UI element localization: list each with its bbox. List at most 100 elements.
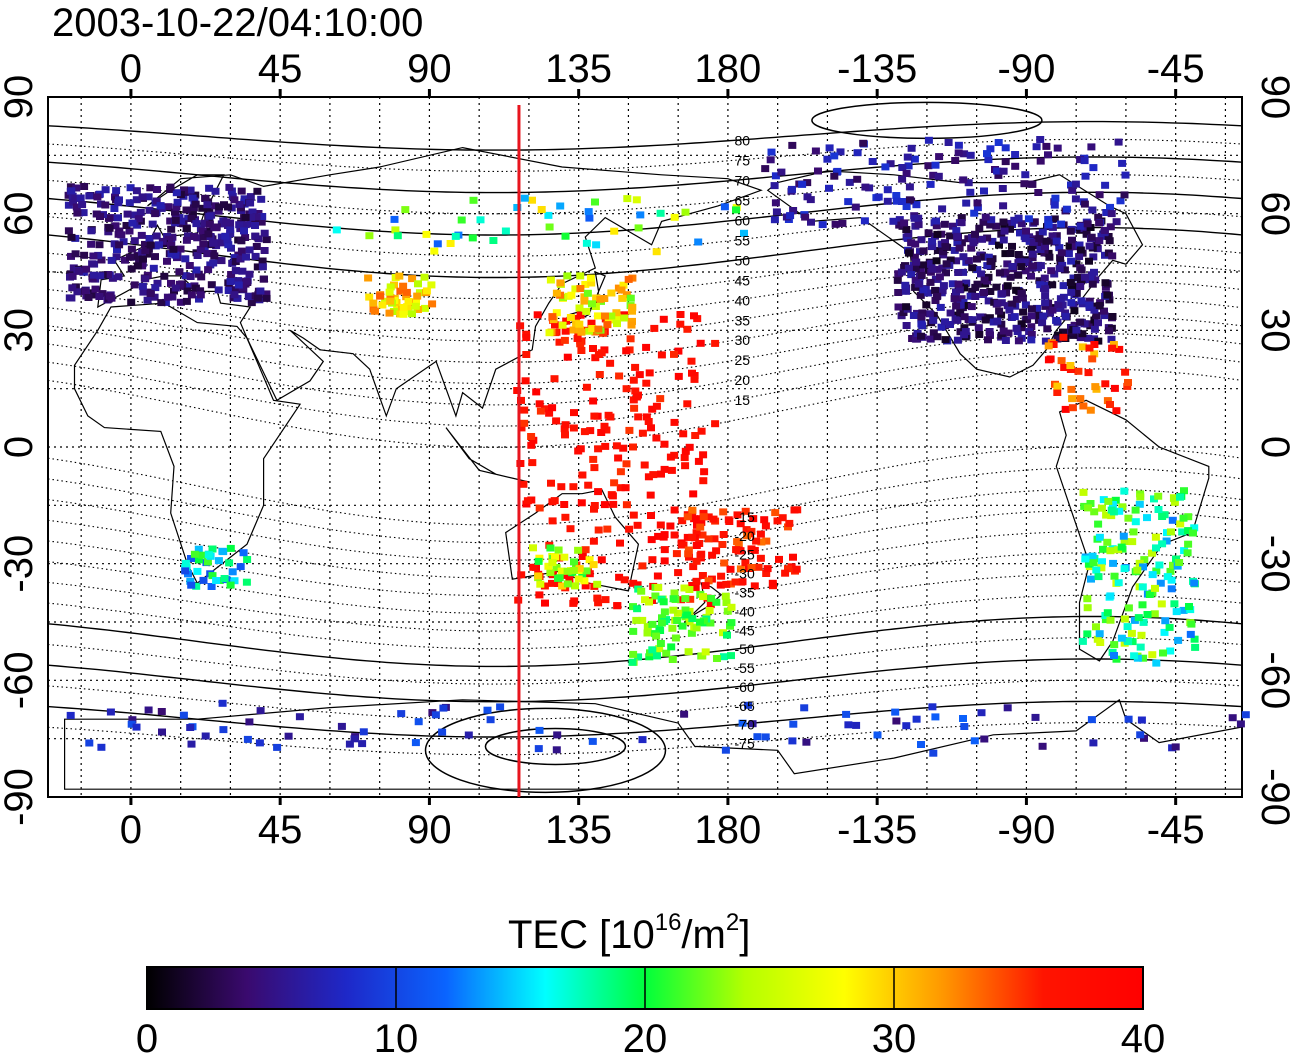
tec-sample — [1022, 227, 1030, 235]
tec-sample — [1080, 320, 1089, 328]
tec-sample — [196, 287, 205, 295]
tec-sample — [1012, 286, 1021, 294]
tec-sample — [933, 247, 942, 254]
tec-sample — [957, 239, 966, 247]
tec-sample — [1084, 560, 1093, 568]
tec-sample — [684, 546, 693, 554]
tec-sample — [364, 274, 373, 282]
tec-sample — [183, 287, 192, 295]
tec-sample — [836, 148, 845, 156]
tec-sample — [133, 262, 142, 270]
tec-sample — [722, 599, 731, 606]
tec-sample — [931, 713, 940, 721]
tec-sample — [67, 233, 76, 241]
tec-sample — [563, 353, 572, 361]
tec-sample — [1085, 301, 1094, 309]
tec-sample — [788, 737, 797, 745]
tec-sample — [656, 521, 665, 529]
tec-sample — [199, 240, 208, 248]
tec-sample — [1095, 630, 1104, 638]
tec-sample — [1041, 299, 1050, 307]
tec-sample — [457, 216, 466, 224]
tec-sample — [1042, 142, 1051, 150]
tec-sample — [1176, 520, 1185, 528]
tec-sample — [153, 186, 161, 193]
tec-sample — [177, 217, 186, 225]
tec-sample — [785, 519, 794, 527]
tec-sample — [980, 187, 988, 195]
tec-sample — [956, 309, 965, 317]
tec-sample — [647, 536, 656, 544]
tec-sample — [204, 230, 213, 238]
tec-sample — [652, 434, 661, 442]
tec-sample — [534, 572, 543, 580]
tec-sample — [182, 297, 191, 305]
contour-label: 30 — [735, 332, 751, 348]
tec-sample — [171, 208, 179, 216]
tec-sample — [1001, 337, 1010, 344]
tec-sample — [621, 484, 630, 492]
tec-sample — [903, 234, 912, 242]
tec-sample — [1041, 292, 1050, 300]
tec-sample — [257, 195, 266, 203]
tec-sample — [1117, 543, 1126, 551]
tec-sample — [1148, 549, 1156, 557]
tec-sample — [141, 240, 149, 248]
tec-sample — [638, 429, 647, 437]
tec-sample — [761, 733, 770, 741]
tec-sample — [677, 596, 686, 604]
frame-tick — [278, 797, 282, 805]
tec-sample — [979, 218, 988, 226]
tec-sample — [842, 710, 851, 718]
tec-sample — [1152, 567, 1161, 575]
tec-sample — [1027, 331, 1036, 338]
tec-sample — [588, 300, 596, 308]
tec-sample — [1021, 301, 1030, 309]
tec-sample — [1057, 220, 1066, 228]
tec-sample — [899, 309, 908, 316]
tec-sample — [743, 532, 752, 540]
tec-sample — [897, 268, 906, 276]
tec-sample — [1083, 595, 1092, 603]
tec-sample — [69, 198, 78, 206]
tec-sample — [697, 518, 706, 526]
tec-sample — [260, 275, 268, 283]
tec-sample — [669, 595, 678, 603]
tec-sample — [1038, 742, 1047, 750]
tec-sample — [167, 225, 176, 233]
tec-sample — [1031, 713, 1040, 721]
left-lat-label: -90 — [0, 768, 41, 826]
tec-sample — [187, 215, 196, 222]
tec-sample — [575, 304, 584, 312]
tec-sample — [1076, 395, 1085, 403]
tec-sample — [946, 309, 955, 317]
tec-sample — [1059, 328, 1067, 336]
tec-sample — [548, 404, 557, 412]
tec-sample — [1107, 210, 1116, 218]
tec-sample — [688, 369, 696, 377]
tec-sample — [723, 607, 732, 615]
tec-sample — [255, 739, 264, 747]
tec-sample — [726, 580, 735, 588]
tec-sample — [186, 186, 195, 194]
tec-sample — [529, 436, 538, 444]
tec-sample — [123, 210, 132, 218]
tec-sample — [757, 538, 766, 546]
tec-sample — [678, 517, 687, 525]
tec-sample — [1086, 500, 1095, 507]
tec-sample — [638, 736, 647, 744]
tec-sample — [561, 421, 570, 429]
tec-sample — [683, 513, 692, 521]
tec-sample — [239, 549, 248, 557]
bottom-lon-label: -135 — [837, 808, 917, 852]
tec-sample — [647, 512, 655, 519]
top-lon-label: 135 — [545, 47, 612, 91]
tec-sample — [726, 622, 734, 630]
south-america-coast — [1055, 399, 1210, 662]
tec-sample — [589, 345, 597, 352]
tec-sample — [563, 580, 572, 588]
tec-sample — [674, 569, 683, 577]
tec-sample — [208, 545, 217, 553]
tec-sample — [527, 441, 536, 449]
tec-sample — [258, 257, 267, 265]
